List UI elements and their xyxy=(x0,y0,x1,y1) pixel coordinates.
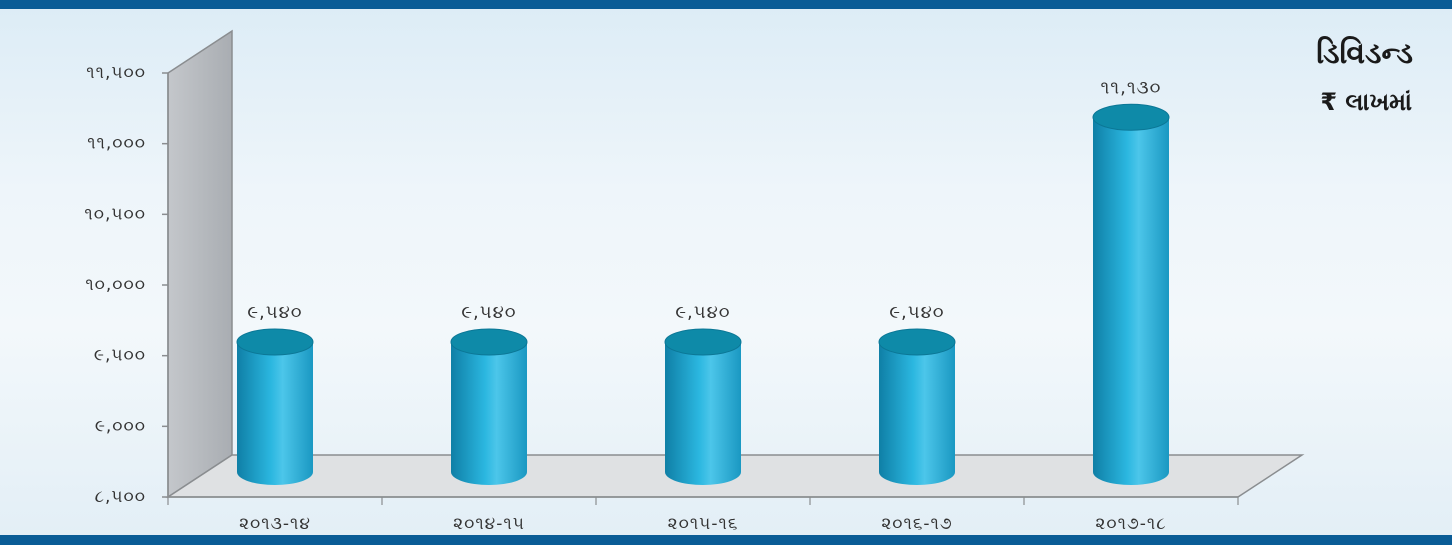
top-band xyxy=(0,0,1452,9)
chart-title: ડિવિડન્ડ xyxy=(1316,36,1413,71)
bar-2 xyxy=(450,328,528,485)
chart-subtitle: ₹ લાખમાં xyxy=(1320,88,1412,116)
bar-top xyxy=(1092,103,1170,131)
bar-5 xyxy=(1092,103,1170,485)
bar-3 xyxy=(664,328,742,485)
bar-4 xyxy=(878,328,956,485)
y-tick-label: ૯,૫૦૦ xyxy=(94,346,146,366)
bar-value-label: ૯,૫૪૦ xyxy=(247,302,302,323)
y-tick-label: ૧૧,૫૦૦ xyxy=(86,63,146,83)
bar-top xyxy=(664,328,742,356)
bar-value-label: ૯,૫૪૦ xyxy=(889,302,944,323)
bar-body xyxy=(237,342,313,485)
bottom-band xyxy=(0,535,1452,545)
y-tick-label: ૧૦,૦૦૦ xyxy=(85,275,146,295)
x-category-label: ૨૦૧૭-૧૮ xyxy=(1095,514,1166,534)
y-tick-label: ૮,૫૦૦ xyxy=(95,487,146,507)
y-tick-label: ૯,૦૦૦ xyxy=(95,416,146,436)
bar-top xyxy=(236,328,314,356)
bar-body xyxy=(1093,117,1169,485)
bar-value-label: ૯,૫૪૦ xyxy=(461,302,516,323)
y-tick-label: ૧૦,૫૦૦ xyxy=(84,204,146,224)
bar-body xyxy=(879,342,955,485)
x-category-label: ૨૦૧૪-૧૫ xyxy=(453,514,525,534)
bar-body xyxy=(665,342,741,485)
y-tick-label: ૧૧,૦૦૦ xyxy=(87,134,146,154)
bar-top xyxy=(878,328,956,356)
bar-1 xyxy=(236,328,314,485)
bar-value-label: ૧૧,૧૩૦ xyxy=(1100,77,1161,98)
x-category-label: ૨૦૧૫-૧૬ xyxy=(668,514,739,534)
chart-back-wall xyxy=(167,29,233,499)
bar-top xyxy=(450,328,528,356)
bar-body xyxy=(451,342,527,485)
x-category-label: ૨૦૧૬-૧૭ xyxy=(881,514,952,534)
x-category-label: ૨૦૧૩-૧૪ xyxy=(239,514,311,534)
bar-value-label: ૯,૫૪૦ xyxy=(675,302,730,323)
